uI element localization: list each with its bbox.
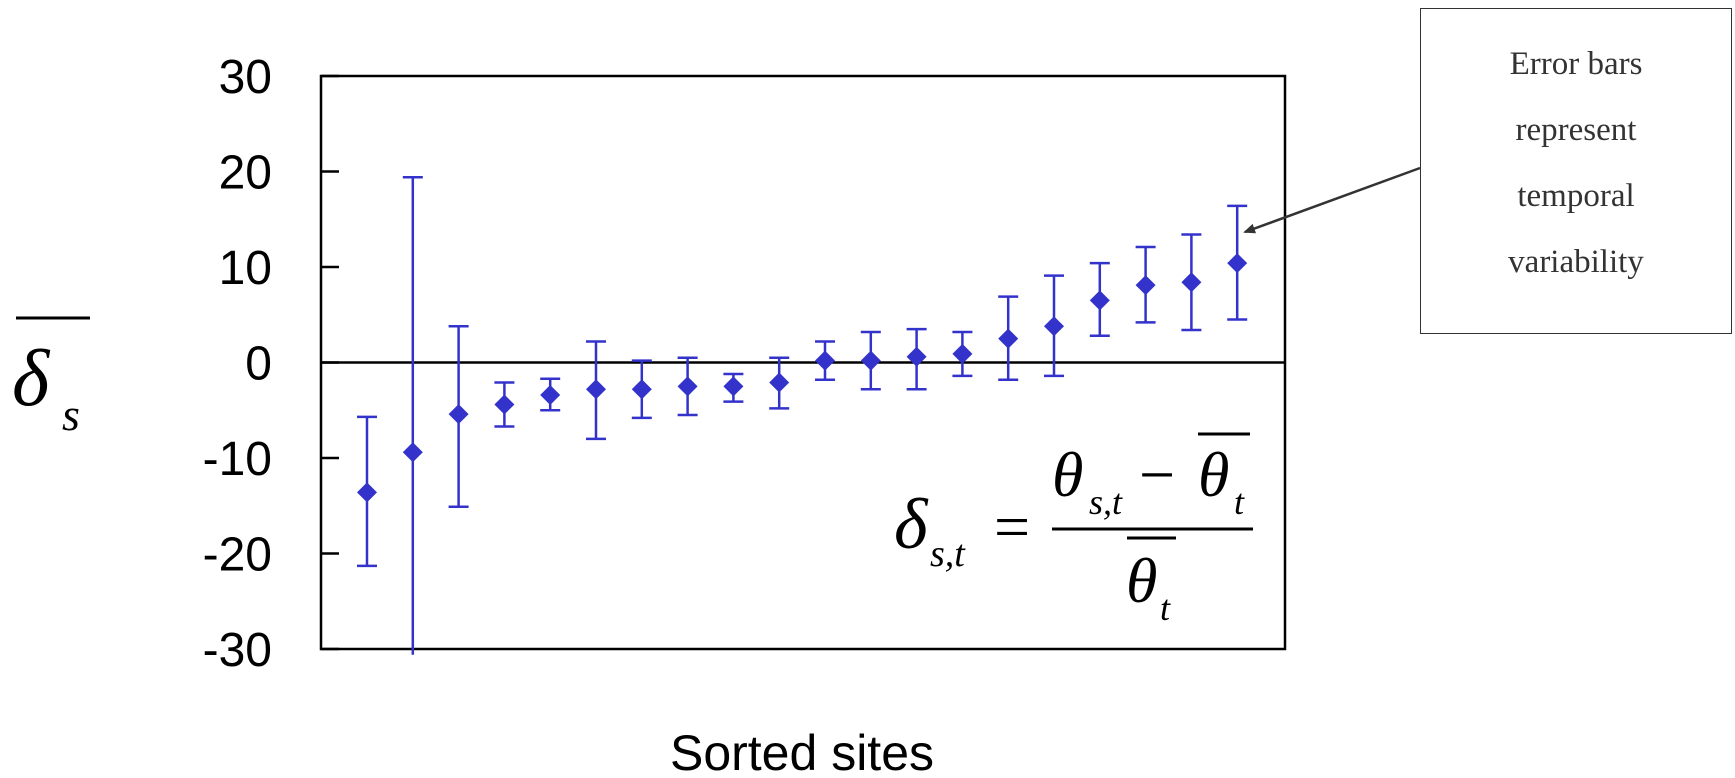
- data-point: [1135, 275, 1156, 296]
- annotation-line-4: variability: [1508, 244, 1644, 280]
- y-tick-label: -20: [203, 529, 272, 582]
- y-axis: 30 20 10 0 -10 -20 -30: [203, 51, 339, 677]
- annotation-arrow: [1243, 166, 1421, 234]
- eq-minus: −: [1139, 439, 1175, 510]
- data-point: [357, 482, 377, 503]
- y-tick-label: 0: [245, 338, 272, 391]
- data-point: [723, 376, 744, 397]
- data-point: [998, 328, 1019, 349]
- data-point: [677, 376, 698, 397]
- data-point: [1181, 272, 1202, 293]
- eq-lhs-sub: s,t: [930, 533, 966, 575]
- y-label-sub: s: [62, 389, 80, 440]
- annotation-box: Error bars represent temporal variabilit…: [1420, 8, 1732, 334]
- eq-bar-sub: t: [1234, 482, 1245, 522]
- data-point: [586, 379, 606, 400]
- eq-lhs-symbol: δ: [894, 484, 929, 564]
- annotation-line-2: represent: [1515, 112, 1637, 148]
- y-tick-label: 20: [219, 147, 272, 200]
- data-point: [540, 384, 561, 405]
- eq-den-symbol: θ: [1126, 545, 1157, 616]
- eq-num-symbol: θ: [1052, 439, 1083, 510]
- data-point: [448, 404, 469, 425]
- error-bar: [402, 175, 423, 655]
- data-point: [1227, 253, 1248, 274]
- data-point: [906, 346, 927, 367]
- annotation-line-3: temporal: [1517, 178, 1635, 214]
- data-point: [769, 372, 790, 393]
- data-point: [1044, 316, 1064, 337]
- annotation-line-1: Error bars: [1509, 46, 1643, 82]
- data-point: [815, 350, 835, 371]
- equation: δ s,t = θ s,t − θ t θ t: [894, 432, 1253, 628]
- data-point: [860, 350, 881, 371]
- data-series: [357, 175, 1248, 655]
- eq-equals: =: [994, 491, 1030, 562]
- y-label-symbol: δ: [12, 335, 51, 423]
- y-tick-label: 30: [219, 51, 272, 104]
- x-axis-label: Sorted sites: [670, 725, 934, 778]
- data-point: [402, 442, 423, 463]
- eq-bar-symbol: θ: [1198, 439, 1229, 510]
- eq-den-sub: t: [1160, 588, 1171, 628]
- y-axis-label: δ s: [12, 316, 90, 440]
- y-tick-label: -10: [203, 433, 272, 486]
- y-tick-label: -30: [203, 624, 272, 677]
- data-point: [494, 394, 515, 415]
- eq-num-sub: s,t: [1089, 482, 1123, 522]
- data-point: [631, 379, 652, 400]
- data-point: [1089, 290, 1110, 311]
- data-point: [952, 343, 973, 364]
- y-tick-label: 10: [219, 242, 272, 295]
